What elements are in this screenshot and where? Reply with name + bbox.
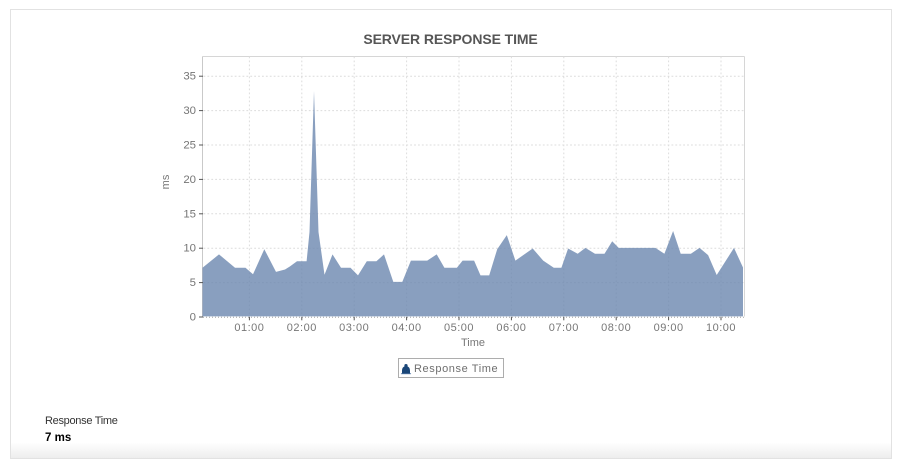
svg-text:15: 15 bbox=[183, 208, 196, 220]
svg-text:30: 30 bbox=[183, 105, 196, 117]
svg-text:10:00: 10:00 bbox=[706, 322, 736, 334]
svg-text:03:00: 03:00 bbox=[339, 322, 369, 334]
svg-text:Response Time: Response Time bbox=[414, 363, 498, 375]
svg-text:04:00: 04:00 bbox=[392, 322, 422, 334]
svg-text:0: 0 bbox=[190, 312, 196, 324]
svg-text:ms: ms bbox=[160, 174, 172, 189]
svg-text:5: 5 bbox=[190, 277, 196, 289]
svg-text:25: 25 bbox=[183, 140, 196, 152]
svg-text:35: 35 bbox=[183, 71, 196, 83]
svg-text:09:00: 09:00 bbox=[654, 322, 684, 334]
svg-text:08:00: 08:00 bbox=[601, 322, 631, 334]
svg-text:06:00: 06:00 bbox=[496, 322, 526, 334]
svg-text:01:00: 01:00 bbox=[234, 322, 264, 334]
svg-text:05:00: 05:00 bbox=[444, 322, 474, 334]
svg-text:10: 10 bbox=[183, 243, 196, 255]
svg-text:Time: Time bbox=[461, 337, 485, 349]
svg-text:20: 20 bbox=[183, 174, 196, 186]
svg-text:02:00: 02:00 bbox=[287, 322, 317, 334]
svg-text:07:00: 07:00 bbox=[549, 322, 579, 334]
